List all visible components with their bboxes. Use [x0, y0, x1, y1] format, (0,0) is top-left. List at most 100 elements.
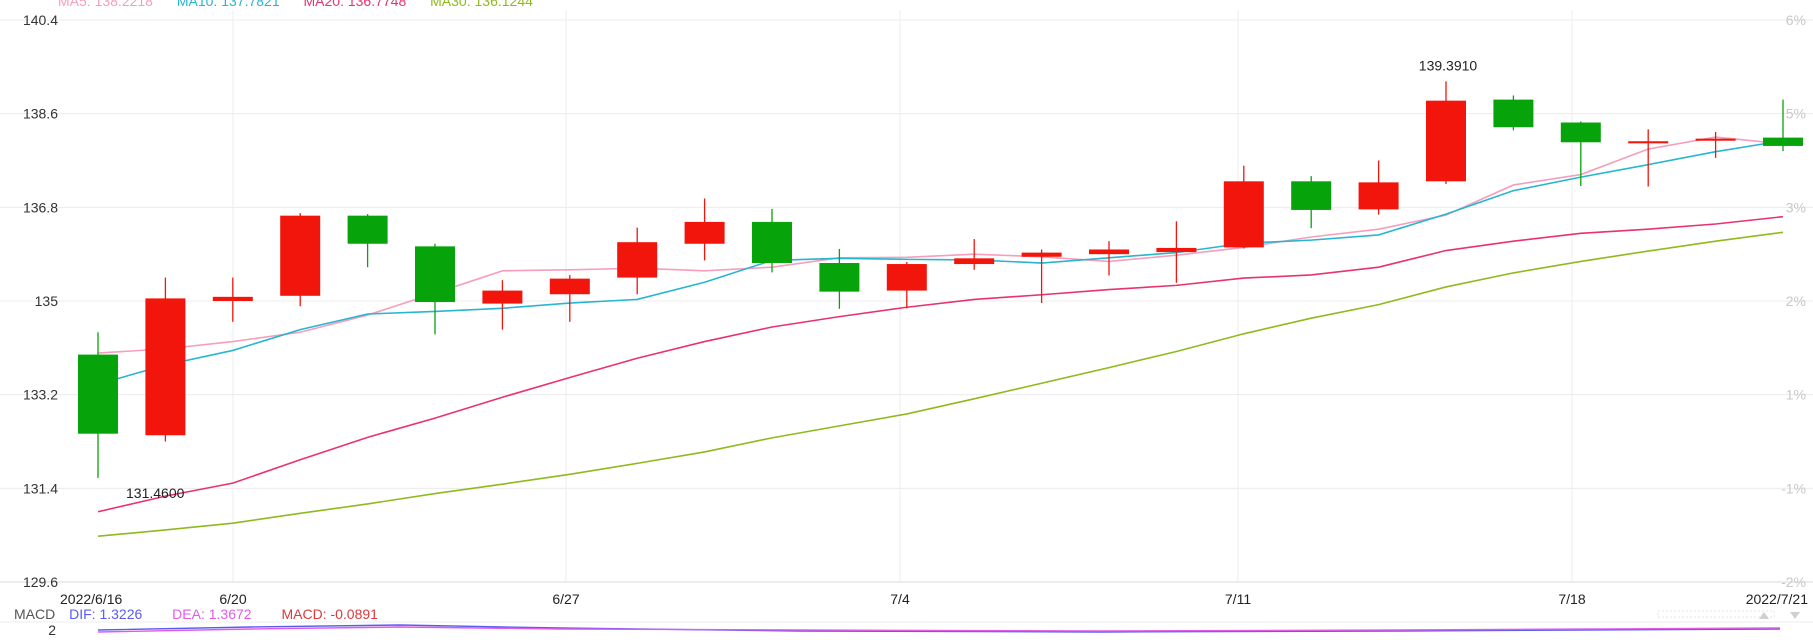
legend-dif: DIF: 1.3226	[69, 606, 143, 622]
arrow-down-icon[interactable]	[1790, 612, 1800, 619]
candle-body	[819, 263, 860, 292]
candle[interactable]	[1695, 131, 1736, 158]
legend-ma10: MA10: 137.7821	[176, 0, 280, 9]
candle[interactable]	[1223, 165, 1264, 249]
legend-dea: DEA: 1.3672	[172, 606, 252, 622]
x-tick-label: 7/4	[890, 591, 910, 607]
annotations: 139.3910 131.4600	[126, 57, 1477, 501]
candle-body	[212, 296, 253, 301]
max-price-label: 139.3910	[1419, 57, 1478, 73]
candle[interactable]	[954, 239, 995, 270]
legend-macd: MACD: -0.0891	[281, 606, 378, 622]
grid-lines	[0, 10, 1813, 583]
y-tick-label: 131.4	[23, 480, 58, 496]
min-price-label: 131.4600	[126, 485, 185, 501]
candle[interactable]	[684, 198, 725, 261]
candle[interactable]	[1156, 221, 1197, 283]
legend-ma5: MA5: 138.2218	[58, 0, 153, 9]
macd-pane: 2	[0, 621, 1813, 638]
candle[interactable]	[1089, 241, 1129, 276]
candle-body	[347, 215, 388, 244]
x-tick-label: 7/11	[1225, 591, 1251, 607]
candle-body	[1156, 247, 1197, 253]
candle[interactable]	[617, 227, 658, 295]
scroll-track[interactable]	[1657, 610, 1775, 618]
y-axis-left: 140.4 138.6 136.8 135 133.2 131.4 129.6	[23, 12, 58, 590]
y2-tick-label: -2%	[1781, 574, 1806, 590]
candle-body	[1493, 99, 1534, 128]
ma-legend: MA5: 138.2218 MA10: 137.7821 MA20: 136.7…	[58, 0, 553, 9]
candle-body	[1695, 138, 1736, 141]
candle[interactable]	[1358, 160, 1399, 215]
candle[interactable]	[1628, 129, 1669, 187]
candle-body	[1291, 181, 1332, 210]
candle-body	[280, 215, 321, 296]
x-tick-label: 7/18	[1558, 591, 1585, 607]
candles	[78, 81, 1803, 478]
candle-body	[1763, 137, 1803, 146]
y2-tick-label: 3%	[1786, 199, 1806, 215]
candle-body	[1628, 141, 1669, 144]
candle[interactable]	[1560, 121, 1601, 186]
candle[interactable]	[280, 213, 321, 307]
x-tick-label: 2022/6/16	[60, 591, 122, 607]
candle-body	[78, 354, 118, 434]
candle[interactable]	[78, 332, 118, 478]
candle[interactable]	[752, 208, 792, 273]
candle[interactable]	[482, 280, 523, 330]
legend-ma30: MA30: 136.1244	[430, 0, 533, 9]
candle-body	[415, 246, 455, 303]
candle[interactable]	[1763, 99, 1803, 152]
candle[interactable]	[1493, 95, 1534, 131]
legend-ma20: MA20: 136.7748	[303, 0, 407, 9]
candle-body	[145, 298, 186, 436]
candle-body	[1426, 100, 1466, 182]
y-tick-label: 135	[35, 293, 59, 309]
ma30-line	[97, 231, 1784, 538]
x-tick-label: 6/27	[552, 591, 579, 607]
y2-tick-label: 6%	[1786, 12, 1806, 28]
candle[interactable]	[886, 261, 927, 309]
y-tick-label: 140.4	[23, 12, 58, 28]
y2-tick-label: -1%	[1781, 480, 1806, 496]
candle[interactable]	[212, 277, 253, 322]
candle[interactable]	[549, 274, 590, 322]
macd-pane-label: MACD	[14, 606, 56, 622]
x-tick-label: 6/20	[219, 591, 246, 607]
candle[interactable]	[1021, 249, 1062, 304]
ma10-line	[97, 139, 1784, 386]
candle-body	[1089, 249, 1129, 255]
candle-body	[1358, 182, 1399, 210]
candle-body	[954, 258, 995, 265]
arrow-up-icon[interactable]	[1759, 612, 1769, 619]
y-tick-label: 136.8	[23, 199, 58, 215]
x-axis: 2022/6/16 6/20 6/27 7/4 7/11 7/18 2022/7/21	[60, 591, 1808, 607]
candle-body	[886, 264, 927, 291]
y2-tick-label: 1%	[1786, 387, 1806, 403]
candle-body	[1560, 122, 1601, 143]
candle[interactable]	[415, 243, 455, 335]
ma5-line	[97, 136, 1784, 354]
y2-tick-label: 2%	[1786, 293, 1806, 309]
macd-legend: MACD DIF: 1.3226 DEA: 1.3672 MACD: -0.08…	[14, 606, 404, 622]
candle[interactable]	[347, 214, 388, 268]
ma20-line	[97, 215, 1784, 513]
candle-body	[684, 221, 725, 244]
candle[interactable]	[1426, 81, 1466, 184]
y-tick-label: 133.2	[23, 387, 58, 403]
scroll-controls[interactable]	[1657, 610, 1800, 619]
y-tick-label: 138.6	[23, 106, 58, 122]
candle[interactable]	[819, 248, 860, 309]
y-axis-right: 6% 5% 3% 2% 1% -1% -2%	[1781, 12, 1806, 590]
candle-body	[1223, 181, 1264, 248]
candle-body	[482, 290, 523, 304]
candle-body	[549, 278, 590, 295]
y2-tick-label: 5%	[1786, 106, 1806, 122]
candle[interactable]	[1291, 176, 1332, 229]
macd-y-tick: 2	[48, 622, 56, 635]
candle-body	[752, 221, 792, 264]
candle-body	[1021, 252, 1062, 257]
candle[interactable]	[145, 277, 186, 442]
